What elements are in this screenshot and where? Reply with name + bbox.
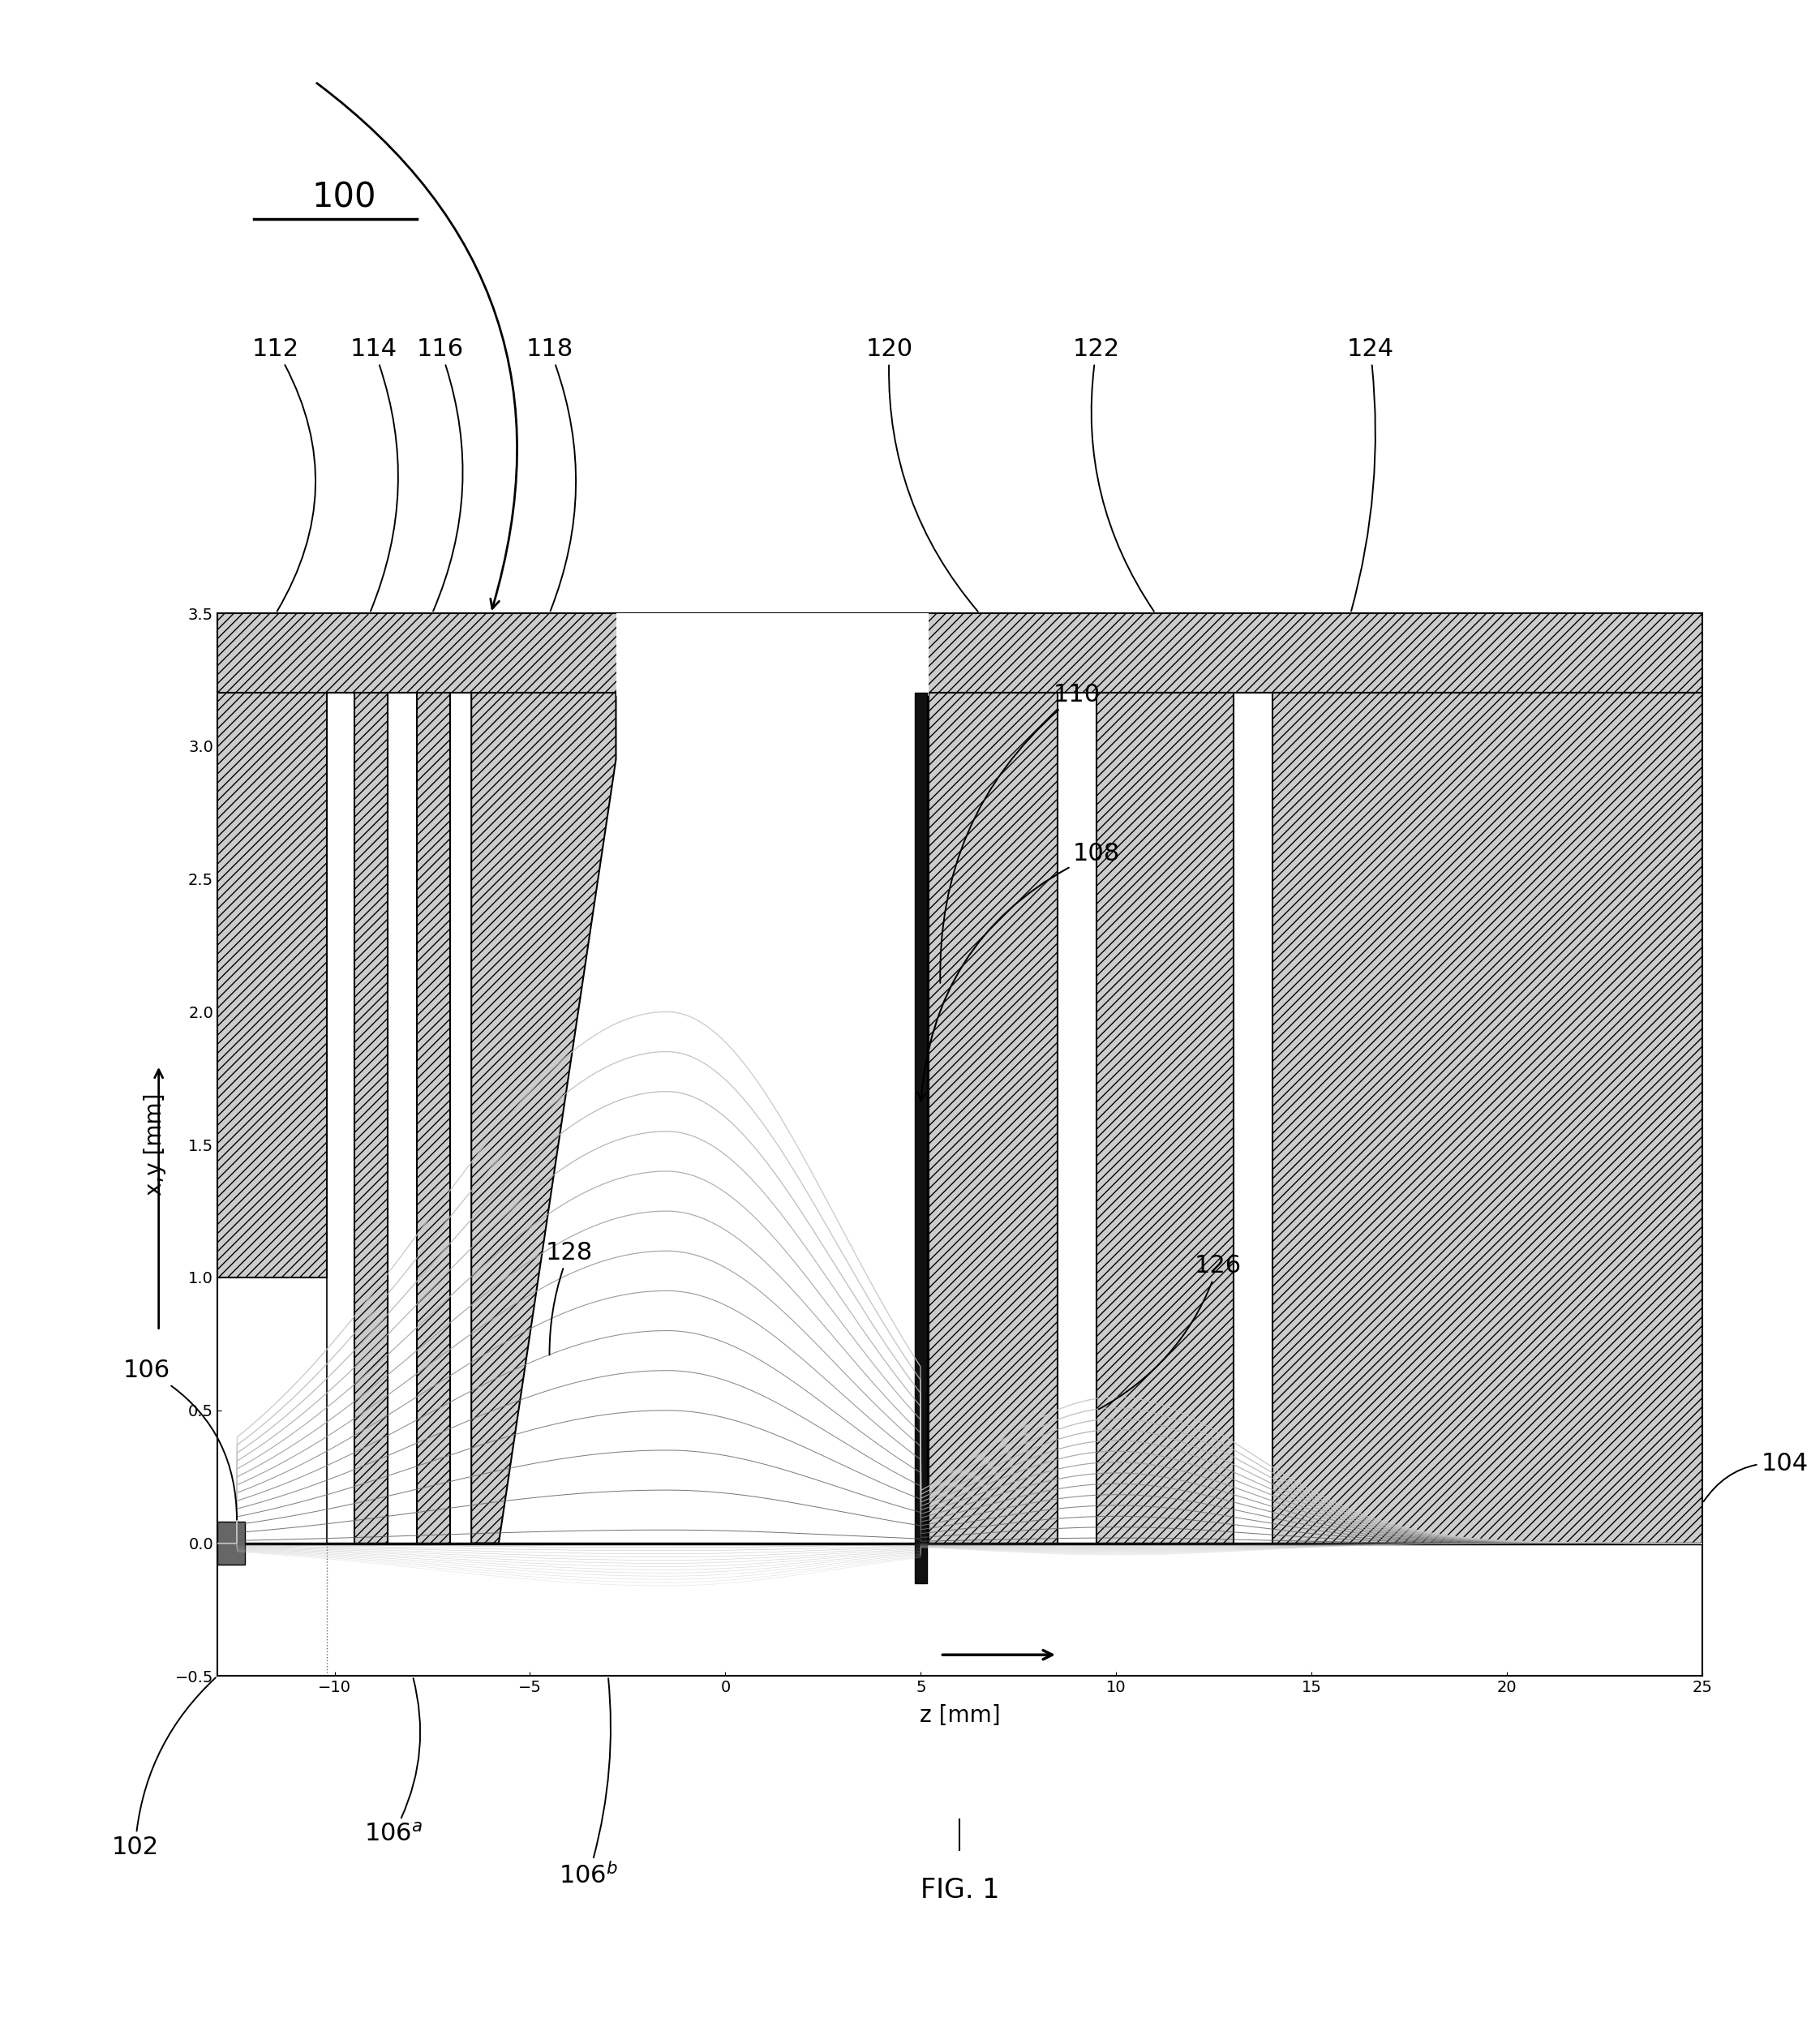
Text: 102: 102 <box>112 1678 216 1860</box>
Bar <box>1097 693 1233 1543</box>
Text: 122: 122 <box>1074 337 1154 611</box>
Text: 124: 124 <box>1347 337 1394 611</box>
Bar <box>618 611 929 695</box>
Text: 108: 108 <box>918 842 1121 1100</box>
Text: 126: 126 <box>1099 1253 1242 1408</box>
X-axis label: z [mm]: z [mm] <box>920 1705 1000 1727</box>
Bar <box>417 613 449 1543</box>
Text: FIG. 1: FIG. 1 <box>920 1876 1000 1905</box>
Bar <box>929 693 1058 1543</box>
Polygon shape <box>471 613 616 1543</box>
Text: 120: 120 <box>866 337 978 611</box>
Text: 104: 104 <box>1704 1451 1807 1502</box>
Bar <box>915 693 927 1582</box>
Text: 118: 118 <box>525 337 576 611</box>
Text: 128: 128 <box>545 1241 592 1355</box>
Bar <box>1273 693 1702 1543</box>
Bar <box>355 613 388 1543</box>
Text: 112: 112 <box>252 337 315 611</box>
Text: 116: 116 <box>417 337 464 611</box>
Text: 114: 114 <box>350 337 398 611</box>
Bar <box>217 1523 244 1564</box>
Text: 106: 106 <box>123 1359 237 1519</box>
Text: 100: 100 <box>311 180 377 215</box>
Text: 110: 110 <box>940 683 1101 983</box>
Bar <box>217 613 1702 693</box>
Y-axis label: x,y [mm]: x,y [mm] <box>143 1094 167 1196</box>
Text: $106^a$: $106^a$ <box>364 1678 422 1846</box>
Text: $106^b$: $106^b$ <box>560 1678 618 1889</box>
Bar <box>217 613 326 1278</box>
